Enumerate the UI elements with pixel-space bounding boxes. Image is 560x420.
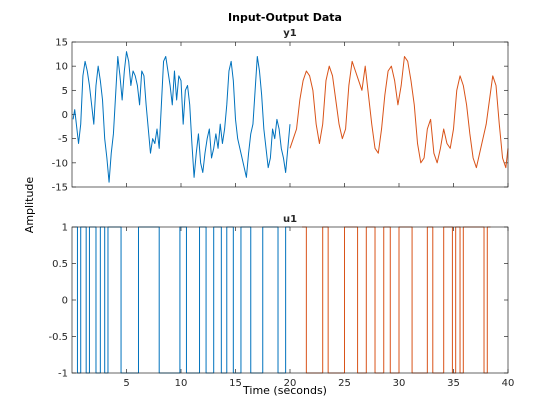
u1-estimation-line: [75, 226, 290, 374]
u1-xtick-label: 10: [175, 378, 188, 389]
y1-ytick-label: 5: [62, 86, 68, 97]
u1-xtick-label: 25: [338, 378, 351, 389]
figure-title: Input-Output Data: [228, 11, 342, 24]
u1-ytick-label: -1: [58, 369, 68, 380]
u1-xtick-label: 20: [284, 378, 297, 389]
u1-xtick-label: 40: [502, 378, 515, 389]
x-axis-label: Time (seconds): [242, 384, 327, 397]
u1-ytick-label: 0.5: [52, 259, 68, 270]
u1-axes: u1 -1-0.500.515 10 15 20 25 30 35 40: [48, 214, 514, 389]
y1-ytick-label: -15: [52, 183, 68, 194]
u1-axes-title: u1: [283, 214, 297, 225]
u1-axes-frame: [71, 226, 509, 374]
u1-xtick-label: 35: [447, 378, 460, 389]
u1-ytick-label: -0.5: [48, 332, 68, 343]
u1-ytick-label: 0: [62, 296, 68, 307]
u1-xtick-label: 5: [123, 378, 129, 389]
y1-axes-title: y1: [283, 28, 297, 39]
y1-ytick-label: -5: [58, 134, 68, 145]
y1-estimation-line: [72, 51, 291, 183]
u1-xtick-label: 30: [393, 378, 406, 389]
y-axis-label: Amplitude: [23, 177, 36, 234]
u1-validation-line: [301, 226, 491, 374]
u1-ticks: -1-0.500.515 10 15 20 25 30 35 40: [48, 223, 514, 390]
y1-lines: [72, 51, 509, 183]
y1-ytick-label: 0: [62, 110, 68, 121]
y1-ytick-label: -10: [52, 158, 68, 169]
y1-validation-line: [289, 56, 509, 169]
y1-axes: y1 -15 -10 -5 0 5 10 15: [52, 28, 509, 194]
y1-axes-frame: [71, 41, 509, 188]
u1-xtick-label: 15: [229, 378, 242, 389]
y1-ticks: -15 -10 -5 0 5 10 15: [52, 38, 509, 194]
u1-ytick-label: 1: [62, 223, 68, 234]
u1-lines: [75, 226, 491, 374]
y1-ytick-label: 15: [55, 38, 68, 49]
y1-ytick-label: 10: [55, 62, 68, 73]
